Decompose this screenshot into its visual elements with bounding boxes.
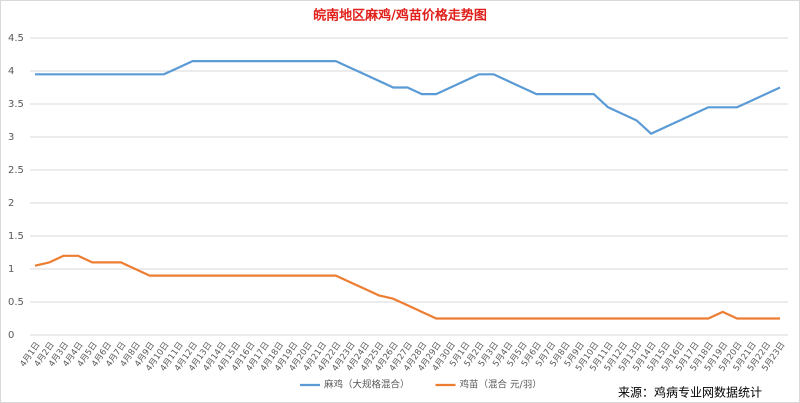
y-tick-label: 0 — [8, 330, 14, 341]
series-line — [35, 59, 781, 135]
y-tick-label: 2.5 — [8, 165, 24, 176]
legend-label: 鸡苗（混合 元/羽） — [460, 379, 542, 391]
y-tick-label: 3 — [8, 132, 14, 143]
chart-title: 皖南地区麻鸡/鸡苗价格走势图 — [313, 8, 487, 24]
y-tick-label: 1.5 — [8, 231, 24, 242]
y-tick-label: 1 — [8, 264, 14, 275]
y-tick-label: 2 — [8, 198, 14, 209]
y-tick-label: 3.5 — [8, 99, 24, 110]
y-tick-label: 0.5 — [8, 297, 24, 308]
source-note: 来源：鸡病专业网数据统计 — [618, 385, 762, 400]
y-tick-label: 4.5 — [8, 33, 24, 44]
y-tick-label: 4 — [8, 66, 14, 77]
legend-label: 麻鸡（大规格混合） — [324, 379, 410, 391]
series-line — [34, 254, 780, 320]
